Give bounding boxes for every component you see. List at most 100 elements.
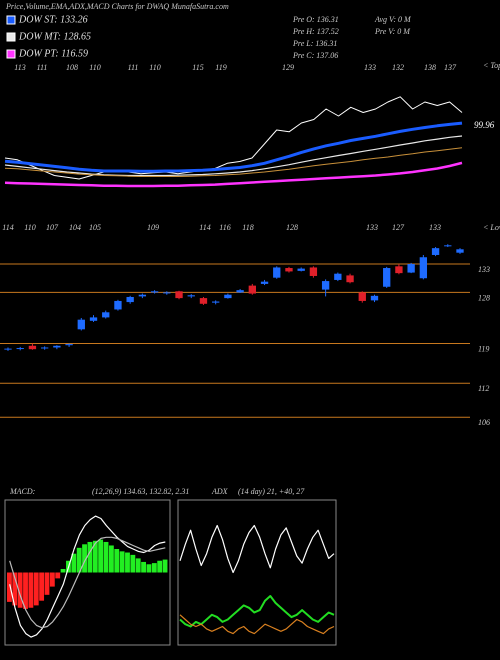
ema-line (4, 96, 463, 180)
legend-label: DOW MT: 128.65 (18, 31, 91, 42)
macd-histogram-bar (135, 558, 141, 573)
candle-body (40, 347, 49, 349)
candle-body (102, 312, 110, 318)
candle-body (212, 301, 220, 303)
top-label: 111 (128, 63, 139, 72)
candle-body (395, 266, 403, 274)
candle-body (321, 281, 330, 290)
top-label: 138 (424, 63, 436, 72)
macd-histogram-bar (146, 564, 152, 573)
candle-body (370, 295, 379, 301)
ema-line (4, 161, 463, 188)
candle-body (65, 344, 73, 346)
low-label: 107 (46, 223, 59, 232)
legend-swatch (6, 32, 16, 42)
macd-histogram-bar (33, 572, 39, 606)
info-text: Avg V: 0 M (374, 15, 412, 24)
candle-body (163, 292, 171, 294)
low-label: 116 (219, 223, 230, 232)
y-tick-label: 112 (478, 384, 489, 393)
candle-body (224, 294, 232, 299)
top-label: 108 (66, 63, 78, 72)
candle-body (4, 348, 12, 350)
top-label: 110 (89, 63, 100, 72)
macd-histogram-bar (114, 549, 120, 573)
macd-histogram-bar (49, 572, 55, 587)
candle-body (297, 268, 305, 271)
macd-params: (12,26,9) 134.63, 132.82, 2.31 (92, 487, 189, 496)
macd-histogram-bar (60, 568, 66, 573)
macd-histogram-bar (39, 572, 45, 601)
low-label: 127 (392, 223, 405, 232)
candle-body (273, 267, 281, 278)
macd-title: MACD: (9, 487, 36, 496)
macd-histogram-bar (44, 572, 50, 595)
low-label: 105 (89, 223, 101, 232)
legend-swatch (6, 15, 16, 25)
adx-line (179, 524, 335, 574)
candle-body (456, 249, 464, 253)
macd-histogram-bar (130, 554, 136, 573)
macd-histogram-bar (162, 559, 168, 573)
candle-body (285, 268, 293, 272)
value-annotation: 99.96 (474, 120, 495, 130)
candle-body (114, 300, 122, 310)
macd-histogram-bar (92, 540, 98, 573)
candle-body (431, 248, 440, 255)
macd-histogram-bar (76, 547, 82, 573)
macd-histogram-bar (82, 544, 87, 573)
candle-body (260, 281, 269, 284)
macd-histogram-bar (151, 563, 157, 573)
macd-histogram-bar (17, 572, 23, 608)
candle-body (346, 275, 354, 283)
candle-body (53, 345, 61, 348)
macd-histogram-bar (157, 560, 163, 573)
macd-histogram-bar (87, 541, 93, 573)
candle-body (444, 245, 452, 247)
macd-histogram-bar (71, 553, 77, 573)
top-label: 132 (392, 63, 404, 72)
top-label: 113 (14, 63, 25, 72)
legend-label: DOW ST: 133.26 (18, 14, 88, 25)
macd-histogram-bar (98, 539, 104, 573)
candle-body (150, 291, 159, 293)
candle-body (236, 290, 244, 293)
candle-body (248, 285, 256, 294)
macd-histogram-bar (125, 552, 130, 573)
low-label: 128 (286, 223, 298, 232)
candle-body (16, 348, 24, 350)
candle-body (309, 267, 318, 276)
adx-title: ADX (211, 487, 229, 496)
legend-label: DOW PT: 116.59 (18, 48, 88, 59)
ema-line (4, 147, 463, 177)
y-tick-label: 106 (478, 418, 490, 427)
candle-body (77, 319, 85, 330)
macd-histogram-bar (12, 572, 18, 606)
low-label: 110 (24, 223, 35, 232)
info-text: Pre C: 137.06 (292, 51, 338, 60)
macd-histogram-bar (141, 561, 146, 573)
ema-line (4, 135, 463, 177)
top-label: 129 (282, 63, 294, 72)
low-label: 114 (2, 223, 13, 232)
candle-body (175, 291, 183, 299)
candle-body (419, 257, 428, 279)
low-label: 133 (366, 223, 378, 232)
y-tick-label: 133 (478, 265, 490, 274)
candle-body (383, 268, 391, 287)
low-label: 114 (199, 223, 210, 232)
macd-line (9, 536, 166, 629)
macd-histogram-bar (119, 551, 125, 573)
adx-line (179, 614, 335, 635)
tops-caption: < Tops (483, 61, 500, 70)
low-label: 104 (69, 223, 81, 232)
candle-body (334, 273, 342, 280)
macd-line (9, 515, 166, 638)
top-label: 111 (37, 63, 48, 72)
top-label: 119 (215, 63, 226, 72)
top-label: 115 (192, 63, 203, 72)
candle-body (138, 294, 147, 297)
macd-histogram-bar (103, 541, 109, 573)
